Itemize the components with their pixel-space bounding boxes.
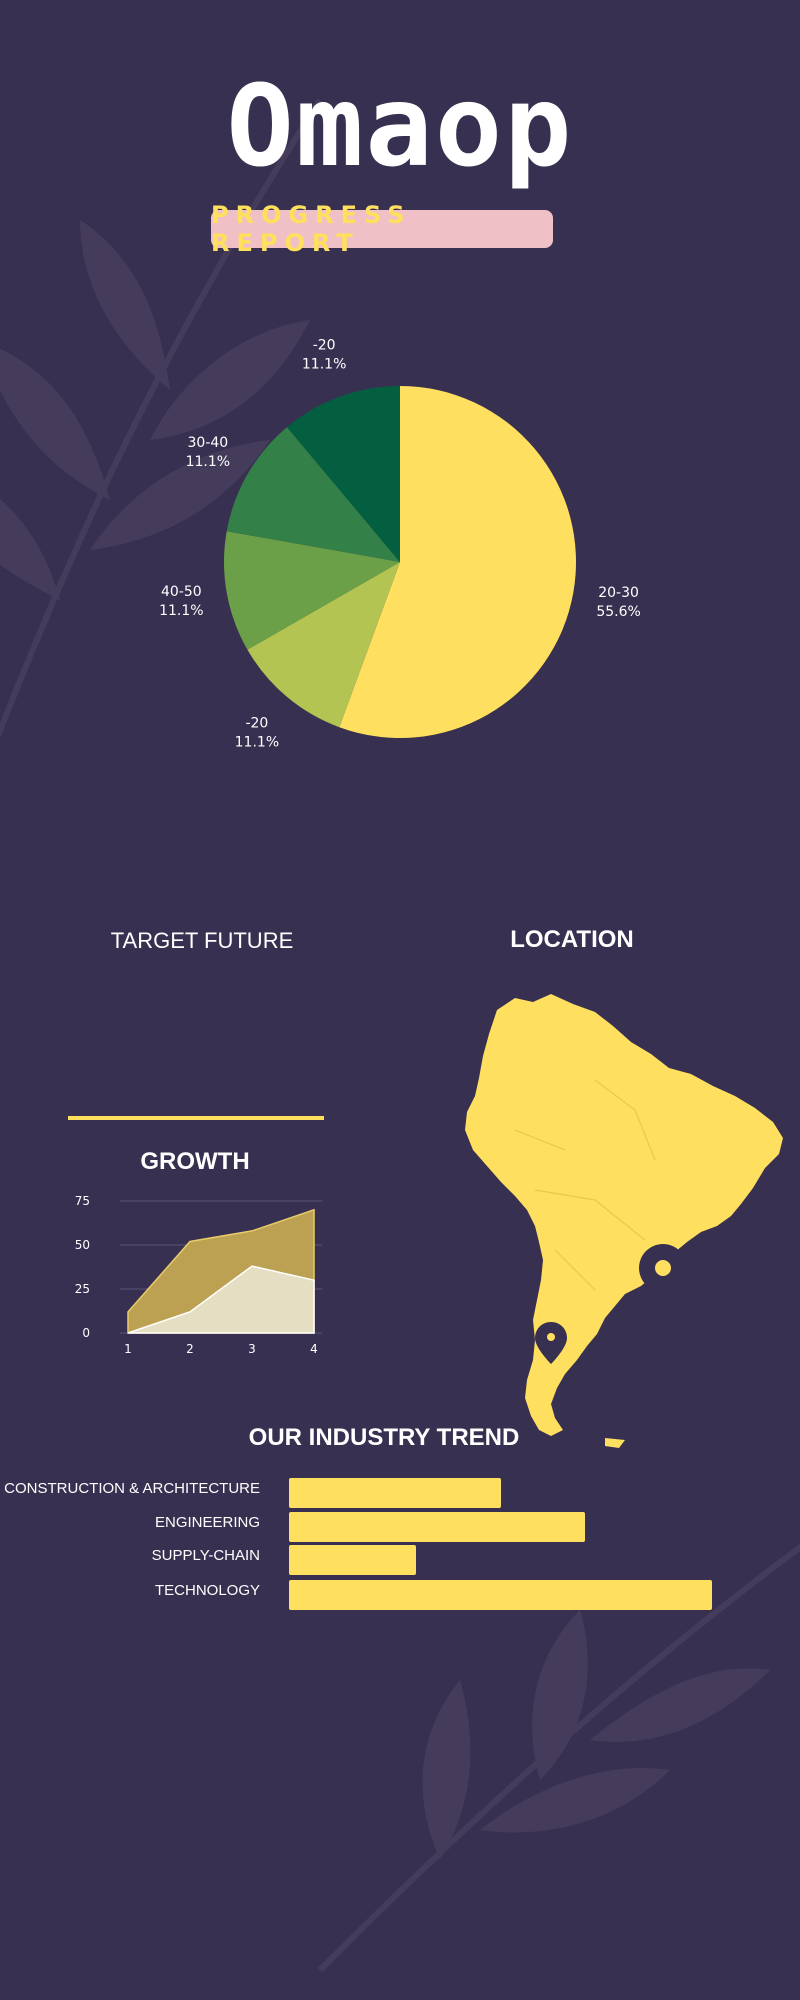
pie-slice-label: 40-50 <box>161 584 202 600</box>
map-pin-icon <box>535 1322 567 1364</box>
leaf-decoration-bottom-right <box>317 1543 800 1973</box>
pie-slice-percent: 11.1% <box>302 356 346 372</box>
pie-slice <box>339 386 576 738</box>
x-tick-label: 2 <box>186 1342 194 1356</box>
growth-area-chart: 0 25 50 75 1 2 3 4 <box>75 1194 322 1356</box>
location-title: LOCATION <box>510 926 634 953</box>
leaf-decoration-top-left <box>0 98 323 739</box>
growth-divider <box>68 1116 324 1120</box>
pie-slice <box>286 386 400 562</box>
pie-slice-label: -20 <box>245 716 268 732</box>
x-tick-label: 3 <box>248 1342 256 1356</box>
subtitle-text: PROGRESS REPORT <box>211 201 412 257</box>
pie-slice-percent: 11.1% <box>235 735 279 751</box>
trend-bar <box>289 1545 416 1575</box>
pie-slice-label: 30-40 <box>188 435 229 451</box>
y-tick-label: 75 <box>75 1194 90 1208</box>
south-america-map <box>465 994 783 1448</box>
pie-slice-percent: 11.1% <box>186 454 230 470</box>
target-future-title: TARGET FUTURE <box>110 928 294 953</box>
trend-bar-label: SUPPLY-CHAIN <box>151 1547 260 1564</box>
trend-bar-label: CONSTRUCTION & ARCHITECTURE <box>4 1480 260 1497</box>
trend-bar-label: TECHNOLOGY <box>154 1582 260 1599</box>
trend-bar <box>289 1478 501 1508</box>
trend-bar <box>289 1580 712 1610</box>
pie-slice-percent: 11.1% <box>159 603 203 619</box>
y-tick-label: 25 <box>75 1282 90 1296</box>
pie-slice-label: 20-30 <box>598 585 639 601</box>
x-tick-label: 1 <box>124 1342 132 1356</box>
x-tick-label: 4 <box>310 1342 318 1356</box>
trend-bar-label: ENGINEERING <box>154 1514 260 1531</box>
industry-trend-title: OUR INDUSTRY TREND <box>248 1424 520 1451</box>
growth-title: GROWTH <box>140 1148 250 1175</box>
subtitle-badge: PROGRESS REPORT <box>211 201 553 257</box>
south-america-shape <box>465 994 783 1436</box>
report-title: Omaop <box>226 62 574 192</box>
y-tick-label: 0 <box>82 1326 90 1340</box>
pie-slice <box>247 562 400 728</box>
pie-slice-label: -20 <box>313 337 336 353</box>
pie-slice-percent: 55.6% <box>596 604 640 620</box>
area-series <box>127 1265 315 1334</box>
y-tick-label: 50 <box>75 1238 90 1252</box>
pie-slice <box>223 531 400 650</box>
pie-slice <box>226 427 400 562</box>
pie-chart: 20-30 55.6% -20 11.1% 40-50 11.1% 30-40 11.1% -2… <box>159 337 641 751</box>
trend-bar <box>289 1512 586 1542</box>
